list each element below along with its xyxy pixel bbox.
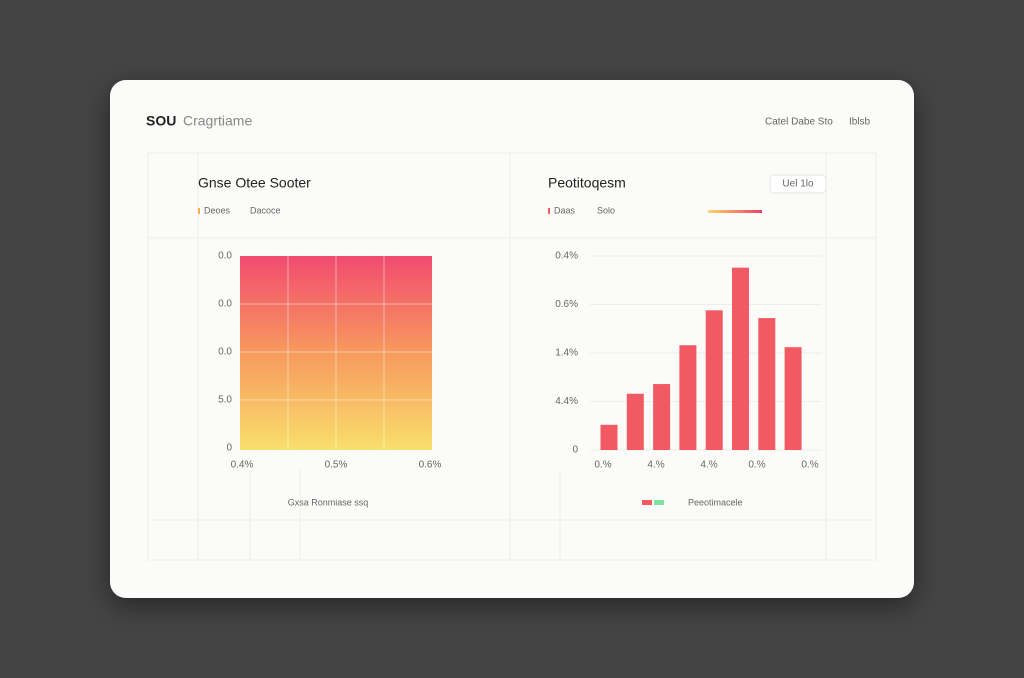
app-title: Cragrtiame — [183, 113, 252, 129]
brand: SOU — [146, 113, 176, 129]
legend-label: Peeotimacele — [688, 497, 743, 507]
legend-swatch — [642, 500, 652, 505]
x-tick-label: 0.% — [594, 460, 611, 471]
x-tick-label: 0.5% — [325, 460, 348, 471]
panel-grid — [148, 153, 876, 560]
x-tick-label: 4.% — [700, 460, 717, 471]
bar — [784, 347, 802, 450]
bar — [653, 384, 671, 450]
bar — [705, 310, 723, 450]
button-label[interactable]: Uel 1lo — [782, 179, 814, 190]
heatmap-grid — [240, 256, 432, 450]
y-tick-label: 0 — [572, 445, 578, 456]
bar — [679, 345, 697, 450]
legend-label: Daas — [554, 205, 576, 215]
y-tick-label: 1.4% — [555, 348, 578, 359]
y-tick-label: 5.0 — [218, 395, 232, 406]
legend-label: Deoes — [204, 205, 231, 215]
nav-link[interactable]: Catel Dabe Sto — [765, 117, 833, 128]
axis-caption: Gxsa Ronmiase ssq — [288, 497, 369, 507]
bar — [732, 267, 749, 450]
panel-title: Peotitoqesm — [548, 175, 626, 191]
y-tick-label: 0.0 — [218, 347, 232, 358]
card — [110, 80, 914, 598]
nav-link[interactable]: Iblsb — [849, 117, 871, 128]
legend-label: Dacoce — [250, 205, 281, 215]
bar-chart: 0 4.4% 1.4% 0.6% 0.4% 0.% 4.% 4.% 0.% 0.% — [555, 251, 822, 471]
bar — [758, 318, 776, 450]
legend-swatch — [548, 208, 550, 214]
y-tick-label: 4.4% — [555, 396, 578, 407]
x-tick-label: 0.4% — [231, 460, 254, 471]
legend-swatch — [654, 500, 664, 505]
legend-label: Solo — [597, 205, 615, 215]
button[interactable] — [769, 174, 827, 194]
y-tick-label: 0 — [226, 443, 232, 454]
bar — [626, 393, 644, 450]
y-tick-label: 0.4% — [555, 251, 578, 262]
x-tick-label: 0.% — [801, 460, 818, 471]
y-tick-label: 0.0 — [218, 251, 232, 262]
legend-swatch — [198, 208, 200, 214]
x-tick-label: 0.% — [748, 460, 765, 471]
heatmap — [240, 256, 432, 450]
y-tick-label: 0.0 — [218, 299, 232, 310]
y-tick-label: 0.6% — [555, 299, 578, 310]
legend-line — [708, 210, 762, 213]
x-tick-label: 4.% — [647, 460, 664, 471]
panel-title: Gnse Otee Sooter — [198, 175, 311, 191]
bar — [600, 424, 618, 450]
inner-panel — [147, 152, 877, 561]
x-tick-label: 0.6% — [419, 460, 442, 471]
